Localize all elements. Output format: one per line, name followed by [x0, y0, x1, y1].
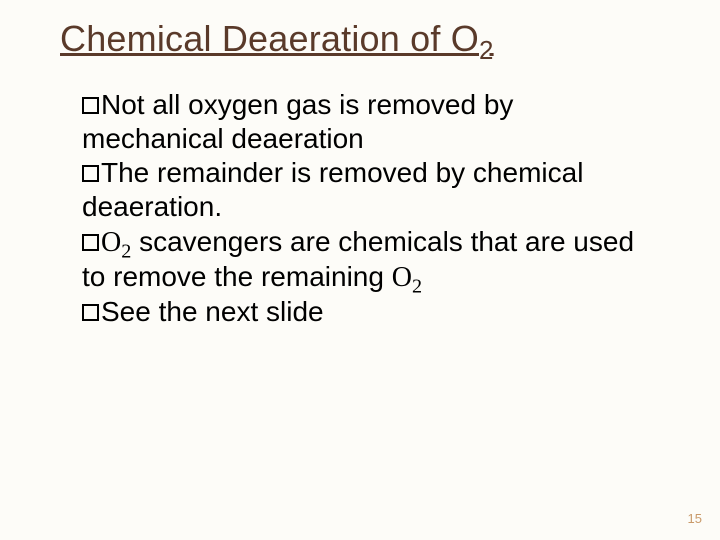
bullet-text: The remainder is removed by chemical dea… — [82, 157, 583, 222]
bullet-item: Not all oxygen gas is removed by mechani… — [82, 88, 660, 156]
checkbox-icon — [82, 304, 99, 321]
bullet-item: O2 scavengers are chemicals that are use… — [82, 225, 660, 295]
bullet-item: See the next slide — [82, 295, 660, 329]
bullet-text: Not all oxygen gas is removed by mechani… — [82, 89, 513, 154]
page-number: 15 — [688, 511, 702, 526]
checkbox-icon — [82, 234, 99, 251]
slide-body: Not all oxygen gas is removed by mechani… — [60, 88, 660, 329]
bullet-text: See the next slide — [101, 296, 324, 327]
checkbox-icon — [82, 97, 99, 114]
bullet-item: The remainder is removed by chemical dea… — [82, 156, 660, 224]
slide: Chemical Deaeration of O2 Not all oxygen… — [0, 0, 720, 540]
slide-title: Chemical Deaeration of O2 — [60, 18, 660, 60]
bullet-text: O2 scavengers are chemicals that are use… — [82, 226, 634, 292]
checkbox-icon — [82, 165, 99, 182]
